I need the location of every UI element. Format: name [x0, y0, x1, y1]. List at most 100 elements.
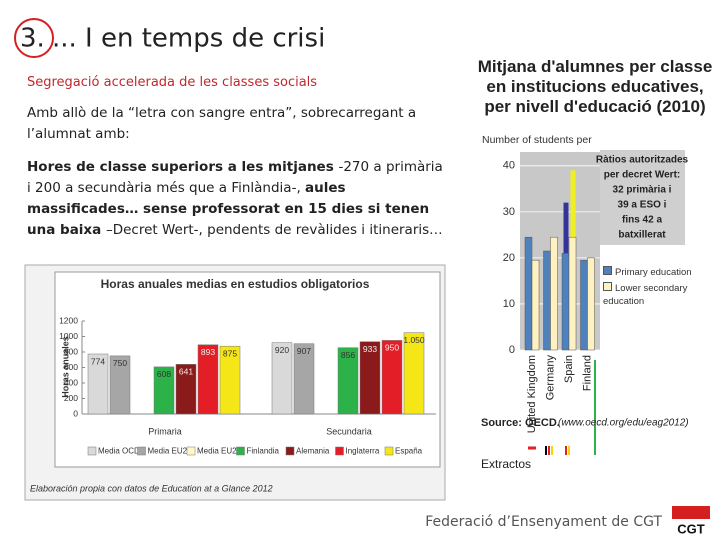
bar	[109, 355, 131, 415]
slide-number: 3.	[20, 24, 45, 54]
bar	[550, 236, 558, 351]
value-label: 1.050	[403, 335, 425, 345]
number-circle	[14, 18, 54, 58]
y-tick-label: 1000	[59, 331, 78, 341]
bar	[524, 236, 533, 351]
legend-swatch	[137, 446, 146, 456]
y-axis-label: Horas anuales	[60, 336, 70, 398]
point-text: aules massificades… sense professorat en…	[27, 180, 430, 238]
chart-title: Horas anuales medias en estudios obligat…	[101, 277, 370, 291]
point-text: Hores de classe superiors a les mitjanes	[27, 159, 339, 175]
legend-label: Inglaterra	[346, 447, 380, 456]
legend-label: Alemania	[296, 447, 330, 456]
bar	[271, 342, 293, 415]
value-label: 774	[91, 356, 105, 366]
point-text: -270 a primària i 200 a secundària més q…	[27, 159, 443, 196]
legend-label: Finlandia	[247, 447, 280, 456]
y-axis-label: Number of students per	[482, 134, 592, 146]
source: Extractos	[481, 457, 531, 471]
bar	[568, 236, 577, 351]
legend-label: Media EU21	[148, 447, 193, 456]
legend-label: Lower secondary education	[603, 283, 688, 307]
bar	[561, 253, 570, 351]
legend-swatch	[236, 446, 245, 456]
x-tick-label: Primaria	[148, 426, 182, 436]
y-tick-label: 1200	[59, 315, 78, 325]
bar	[337, 347, 359, 415]
source: Source: OECD.	[481, 417, 560, 429]
value-label: 920	[275, 345, 289, 355]
legend-swatch	[186, 446, 196, 456]
footer-text: Federació d’Ensenyament de CGT	[425, 514, 662, 530]
legend-swatch	[87, 446, 97, 456]
legend-swatch	[285, 446, 295, 456]
bar	[543, 250, 551, 351]
y-tick-label: 800	[64, 346, 78, 356]
annotation-text: 32 primària i	[613, 185, 672, 196]
y-tick-label: 20	[503, 252, 515, 264]
source: (www.oecd.org/edu/eag2012)	[558, 418, 689, 429]
x-tick-label: Spain	[563, 355, 575, 383]
bar	[381, 340, 403, 415]
value-label: 950	[385, 343, 399, 353]
annotation-text: per decret Wert:	[604, 170, 681, 181]
point-text: –Decret Wert-, pendents de revàlides i i…	[105, 222, 443, 238]
value-label: 856	[341, 350, 355, 360]
bar	[531, 259, 540, 351]
value-label: 608	[157, 369, 171, 379]
y-tick-label: 0	[73, 408, 78, 418]
y-tick-label: 400	[64, 377, 78, 387]
bar	[197, 344, 219, 415]
bar	[359, 341, 381, 415]
points: Hores de classe superiors a les mitjanes…	[27, 157, 447, 241]
y-tick-label: 600	[64, 362, 78, 372]
legend-swatch	[603, 266, 612, 275]
y-tick-label: 0	[509, 344, 515, 356]
x-tick-label: Secundaria	[326, 426, 372, 436]
annotation-text: batxillerat	[618, 230, 666, 241]
subtitle: Segregació accelerada de les classes soc…	[27, 75, 318, 90]
annotation-text: Ràtios autoritzades	[596, 155, 689, 166]
chart-title: Mitjana d'alumnes per classe en instituc…	[477, 57, 713, 116]
value-label: 933	[363, 344, 377, 354]
x-tick-label: United Kingdom	[526, 355, 538, 433]
bar	[153, 366, 175, 415]
bar	[587, 257, 595, 351]
legend-item: Primary education	[603, 266, 703, 279]
bar	[219, 345, 241, 415]
value-label: 893	[201, 347, 215, 357]
y-tick-label: 10	[503, 298, 515, 310]
legend-swatch	[603, 282, 612, 291]
intro: Amb allò de la “letra con sangre entra”,…	[27, 105, 417, 142]
chart-note: Elaboración propia con datos de Educatio…	[30, 483, 273, 493]
logo-mark	[672, 506, 710, 519]
legend-label: Primary education	[615, 267, 692, 278]
value-label: 907	[297, 346, 311, 356]
y-tick-label: 200	[64, 393, 78, 403]
value-label: 750	[113, 358, 127, 368]
bar	[175, 364, 197, 415]
legend-label: España	[395, 447, 423, 456]
annotation-box	[600, 150, 685, 245]
value-label: 641	[179, 367, 193, 377]
bar	[87, 353, 109, 415]
legend-label: Media EU21	[197, 447, 242, 456]
legend-item: Lower secondary education	[603, 282, 703, 308]
y-tick-label: 40	[503, 160, 515, 172]
bar	[293, 343, 315, 415]
x-tick-label: Finland	[581, 355, 593, 391]
flag-strips	[528, 360, 596, 455]
annotation-text: fins 42 a	[622, 215, 662, 226]
y-tick-label: 30	[503, 206, 515, 218]
legend-swatch	[384, 446, 394, 456]
logo-text: CGT	[677, 521, 705, 536]
annotation-text: 39 a ESO i	[618, 200, 667, 211]
legend-swatch	[335, 446, 344, 456]
x-tick-label: Germany	[544, 355, 556, 401]
value-label: 875	[223, 348, 237, 358]
bar	[403, 332, 425, 415]
bar	[580, 259, 588, 351]
slide-title: ... I en temps de crisi	[52, 24, 325, 54]
